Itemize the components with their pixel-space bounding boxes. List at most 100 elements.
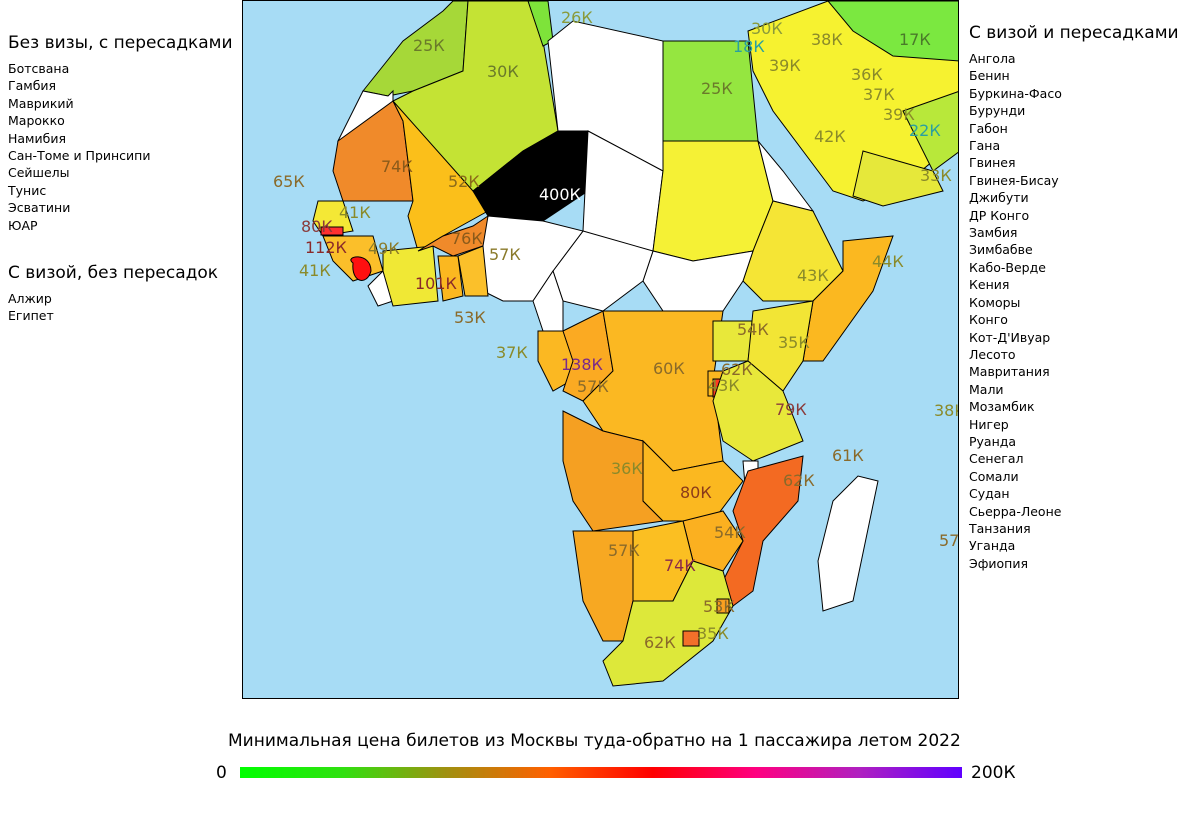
price-label: 37К [863,85,895,104]
region-sierra-leone [350,256,372,281]
legend-item: Судан [969,486,1010,502]
price-label: 38К [811,30,843,49]
region-tanzania [712,360,804,462]
price-label: 43К [797,266,829,285]
price-label: 76К [451,229,483,248]
legend-item: Замбия [969,225,1018,241]
region-gambia [320,226,344,236]
legend-item: Кабо-Верде [969,259,1046,275]
price-label: 101К [415,274,458,293]
legend-item: Лесото [969,346,1016,362]
legend-item: Тунис [8,182,47,198]
region-zambia [642,439,744,522]
price-label: 22К [909,121,941,140]
price-label: 57К [489,245,521,264]
legend-item: Гамбия [8,78,57,94]
price-label: 57К [608,541,640,560]
price-label: 54К [714,523,746,542]
legend-item: Габон [969,120,1008,136]
region-somalia [802,235,894,362]
price-label: 61К [832,446,864,465]
region-yemen [852,150,944,207]
legend-title: Без визы, с пересадками [8,33,233,53]
region-oman [902,91,958,172]
scale-min-label: 0 [216,763,227,783]
region-sudan [652,140,774,262]
price-label: 79К [775,400,807,419]
color-scale-bar [240,767,962,778]
region-iran [827,1,958,62]
legend-item: Ангола [969,51,1016,66]
price-label: 37К [496,343,528,362]
price-label: 33К [920,166,952,185]
price-label: 26К [561,8,593,27]
price-label: 54К [737,320,769,339]
price-label: 17К [899,30,931,49]
legend-item: Мавритания [969,364,1050,380]
legend-item: Сейшелы [8,165,70,181]
legend-item: Мали [969,381,1004,397]
region-ghana [437,255,464,302]
legend-item: Эфиопия [969,555,1029,571]
legend-item: Гвинея-Бисау [969,172,1059,188]
price-label: 400К [539,185,582,204]
legend-item: Маврикий [8,95,74,111]
price-label: 41К [339,203,371,222]
price-label: 30К [487,62,519,81]
legend-item: Руанда [969,433,1017,449]
price-label: 18К [733,37,765,56]
scale-title: Минимальная цена билетов из Москвы туда-… [228,731,961,751]
legend-visa-direct: С визой, без пересадок Алжир Египет [8,262,218,325]
legend-item: ДР Конго [969,207,1030,223]
legend-item: Коморы [969,294,1021,310]
price-label: 41К [299,261,331,280]
legend-item: Египет [8,308,54,324]
legend-item: Буркина-Фасо [969,85,1062,101]
legend-item: Танзания [969,520,1031,536]
price-label: 74К [664,556,696,575]
price-label: 39К [769,56,801,75]
legend-item: Сенегал [969,451,1024,467]
legend-item: Сомали [969,468,1019,484]
legend-item: Мозамбик [969,399,1035,415]
legend-item: Уганда [969,538,1016,554]
price-label: 138К [561,355,604,374]
region-morocco [362,1,469,97]
region-south-sudan [642,250,754,312]
legend-item: Джибути [969,190,1029,206]
price-label: 52К [448,172,480,191]
price-label: 43К [708,376,740,395]
price-label: 39К [883,105,915,124]
legend-visa-free-transfer: Без визы, с пересадками Ботсвана Гамбия Ма… [8,32,233,234]
price-label: 35К [697,624,729,643]
price-label: 60К [653,359,685,378]
legend-item: Сан-Томе и Принсипи [8,148,151,164]
legend-item: Ботсвана [8,61,70,76]
region-burkina [417,214,489,257]
legend-title: С визой, без пересадок [8,263,219,283]
legend-item: Бенин [969,68,1010,84]
legend-item: Намибия [8,130,66,146]
legend-item: Марокко [8,113,65,129]
legend-item: Алжир [8,291,52,306]
legend-item: Бурунди [969,103,1026,119]
price-label: 30К [751,19,783,38]
price-label: 49К [368,239,400,258]
price-label: 80К [680,483,712,502]
price-label: 42К [814,127,846,146]
legend-visa-transfer: С визой и пересадками Ангола Бенин Буркина… [969,22,1179,572]
price-label: 79К [243,1,275,5]
region-madagascar [817,475,879,612]
region-cameroon [532,269,564,332]
region-kenya [747,300,814,392]
price-label: 57К [939,531,959,550]
region-mozambique [722,455,804,607]
africa-map: 26К 30К 17К 25К 30К 18К 38К 39К 36К 25К 37К 39К 42К 2… [242,0,959,699]
legend-item: Конго [969,312,1008,328]
legend-title: С визой и пересадками [969,23,1179,43]
legend-item: Зимбабве [969,242,1033,258]
legend-item: Кения [969,277,1010,293]
legend-item: Гвинея [969,155,1016,171]
price-label: 36К [611,459,643,478]
